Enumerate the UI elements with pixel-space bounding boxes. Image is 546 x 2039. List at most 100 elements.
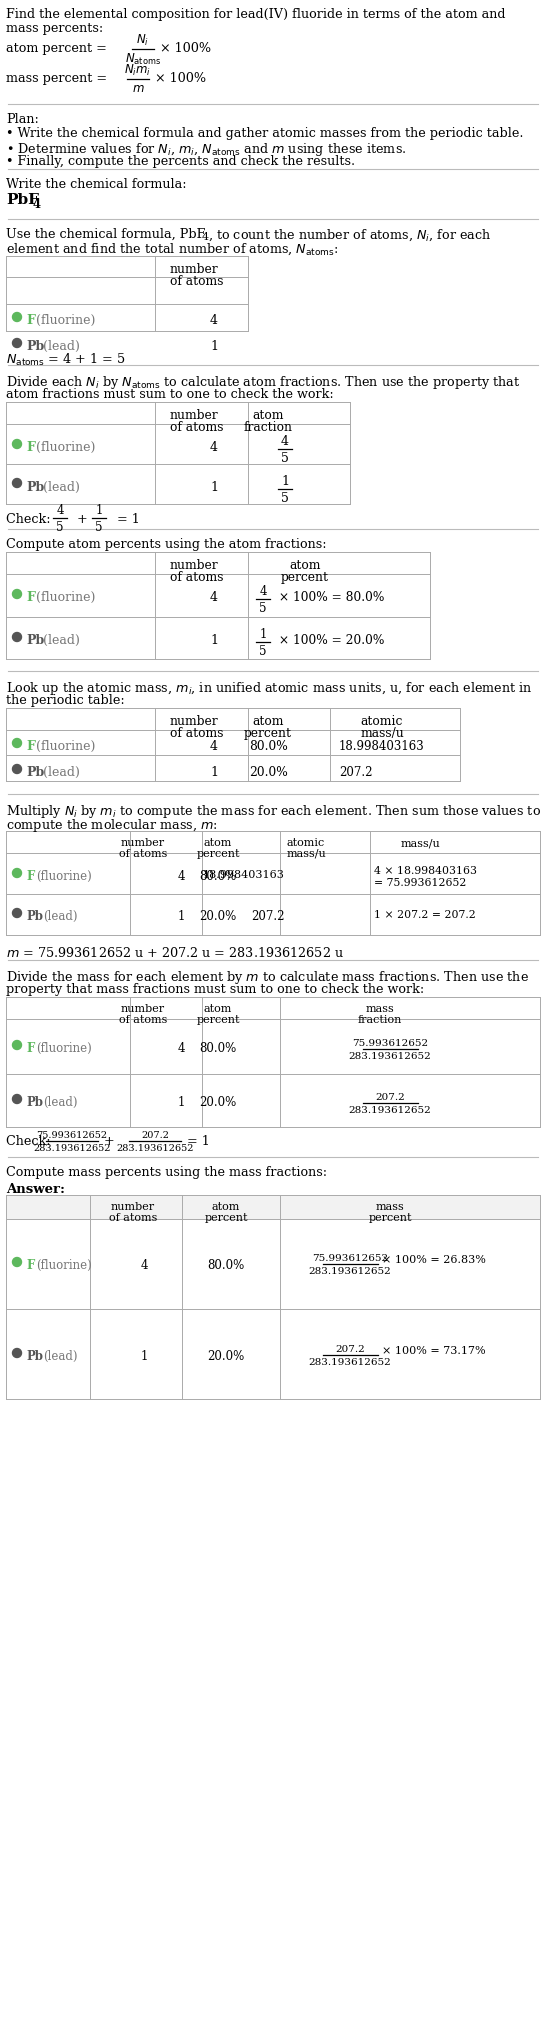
Text: 5: 5 [281, 453, 289, 465]
Text: number: number [121, 1003, 165, 1013]
Text: 1: 1 [281, 475, 289, 487]
Text: 4: 4 [210, 591, 218, 604]
Text: 5: 5 [56, 520, 64, 534]
Text: number: number [170, 408, 218, 422]
Text: $m$: $m$ [132, 82, 144, 96]
Text: of atoms: of atoms [170, 275, 223, 287]
Text: of atoms: of atoms [170, 726, 223, 740]
Text: (fluorine): (fluorine) [36, 314, 96, 326]
Text: 75.993612652: 75.993612652 [37, 1130, 108, 1140]
Text: 75.993612652: 75.993612652 [312, 1254, 388, 1262]
Text: 18.998403163: 18.998403163 [339, 740, 425, 752]
Text: 5: 5 [95, 520, 103, 534]
Text: Divide the mass for each element by $m$ to calculate mass fractions. Then use th: Divide the mass for each element by $m$ … [6, 969, 529, 985]
Text: 207.2: 207.2 [335, 1344, 365, 1354]
Text: Compute mass percents using the mass fractions:: Compute mass percents using the mass fra… [6, 1166, 327, 1179]
Circle shape [13, 314, 21, 322]
Text: • Determine values for $N_i$, $m_i$, $N_{\mathrm{atoms}}$ and $m$ using these it: • Determine values for $N_i$, $m_i$, $N_… [6, 141, 406, 157]
Text: mass: mass [366, 1003, 394, 1013]
Text: element and find the total number of atoms, $N_{\mathrm{atoms}}$:: element and find the total number of ato… [6, 243, 339, 257]
Text: mass/u: mass/u [400, 838, 440, 848]
Text: (fluorine): (fluorine) [36, 740, 96, 752]
Circle shape [13, 738, 21, 748]
Text: (lead): (lead) [43, 1095, 78, 1109]
Text: of atoms: of atoms [170, 420, 223, 434]
Text: atom percent =: atom percent = [6, 43, 111, 55]
Text: 80.0%: 80.0% [248, 740, 287, 752]
Text: (fluorine): (fluorine) [36, 869, 92, 883]
Text: mass percents:: mass percents: [6, 22, 103, 35]
Text: 207.2: 207.2 [141, 1130, 169, 1140]
Text: 4: 4 [140, 1258, 148, 1272]
Text: property that mass fractions must sum to one to check the work:: property that mass fractions must sum to… [6, 983, 424, 995]
Text: 283.193612652: 283.193612652 [33, 1144, 111, 1152]
Text: 1: 1 [141, 1350, 148, 1362]
Text: (lead): (lead) [43, 481, 80, 493]
Text: 4: 4 [177, 869, 185, 883]
Text: 283.193612652: 283.193612652 [116, 1144, 194, 1152]
Text: Plan:: Plan: [6, 112, 39, 126]
Text: Divide each $N_i$ by $N_{\mathrm{atoms}}$ to calculate atom fractions. Then use : Divide each $N_i$ by $N_{\mathrm{atoms}}… [6, 373, 520, 391]
Text: percent: percent [368, 1213, 412, 1223]
Text: , to count the number of atoms, $N_i$, for each: , to count the number of atoms, $N_i$, f… [208, 228, 491, 243]
Circle shape [13, 440, 21, 449]
Text: Compute atom percents using the atom fractions:: Compute atom percents using the atom fra… [6, 538, 327, 551]
Text: number: number [170, 714, 218, 728]
Text: 20.0%: 20.0% [199, 909, 236, 922]
Text: of atoms: of atoms [119, 848, 167, 858]
Circle shape [13, 765, 21, 775]
Text: 1 × 207.2 = 207.2: 1 × 207.2 = 207.2 [374, 909, 476, 920]
Text: F: F [26, 440, 35, 455]
Circle shape [13, 1095, 21, 1103]
Text: atom: atom [289, 559, 321, 571]
Text: 5: 5 [259, 644, 267, 659]
Text: mass percent =: mass percent = [6, 71, 111, 86]
Text: Pb: Pb [26, 481, 44, 493]
Bar [6, 1195, 540, 1219]
Text: 4: 4 [210, 440, 218, 455]
Text: mass/u: mass/u [286, 848, 326, 858]
Text: number: number [170, 263, 218, 275]
Text: (fluorine): (fluorine) [36, 1042, 92, 1054]
Text: Find the elemental composition for lead(IV) fluoride in terms of the atom and: Find the elemental composition for lead(… [6, 8, 506, 20]
Text: $N_{\mathrm{atoms}}$ = 4 + 1 = 5: $N_{\mathrm{atoms}}$ = 4 + 1 = 5 [6, 353, 126, 367]
Text: = 75.993612652: = 75.993612652 [374, 877, 466, 887]
Text: 75.993612652: 75.993612652 [352, 1038, 428, 1048]
Text: 1: 1 [210, 634, 218, 646]
Text: the periodic table:: the periodic table: [6, 693, 124, 708]
Text: 18.998403163: 18.998403163 [203, 869, 285, 879]
Text: Pb: Pb [26, 341, 44, 353]
Text: atom: atom [204, 1003, 232, 1013]
Text: 80.0%: 80.0% [199, 869, 236, 883]
Text: atom: atom [252, 408, 284, 422]
Text: Look up the atomic mass, $m_i$, in unified atomic mass units, u, for each elemen: Look up the atomic mass, $m_i$, in unifi… [6, 679, 533, 697]
Circle shape [13, 634, 21, 642]
Text: 4: 4 [210, 314, 218, 326]
Text: = 1: = 1 [183, 1134, 210, 1148]
Text: 4: 4 [56, 504, 64, 516]
Text: (lead): (lead) [43, 909, 78, 922]
Text: × 100% = 20.0%: × 100% = 20.0% [275, 634, 384, 646]
Text: compute the molecular mass, $m$:: compute the molecular mass, $m$: [6, 816, 218, 834]
Text: $N_{\mathrm{atoms}}$: $N_{\mathrm{atoms}}$ [125, 51, 161, 67]
Text: Pb: Pb [26, 1350, 43, 1362]
Text: percent: percent [196, 848, 240, 858]
Text: 1: 1 [210, 341, 218, 353]
Text: Use the chemical formula, PbF: Use the chemical formula, PbF [6, 228, 205, 241]
Text: • Write the chemical formula and gather atomic masses from the periodic table.: • Write the chemical formula and gather … [6, 126, 524, 141]
Text: 1: 1 [210, 765, 218, 779]
Text: Pb: Pb [26, 634, 44, 646]
Circle shape [13, 338, 21, 349]
Text: 1: 1 [177, 909, 185, 922]
Text: 4: 4 [202, 232, 209, 243]
Text: +: + [100, 1134, 118, 1148]
Circle shape [13, 869, 21, 879]
Circle shape [13, 479, 21, 487]
Text: atomic: atomic [287, 838, 325, 848]
Circle shape [13, 1042, 21, 1050]
Text: 20.0%: 20.0% [199, 1095, 236, 1109]
Text: percent: percent [281, 571, 329, 583]
Text: Answer:: Answer: [6, 1183, 65, 1195]
Text: of atoms: of atoms [109, 1213, 157, 1223]
Text: $N_i m_i$: $N_i m_i$ [124, 63, 152, 77]
